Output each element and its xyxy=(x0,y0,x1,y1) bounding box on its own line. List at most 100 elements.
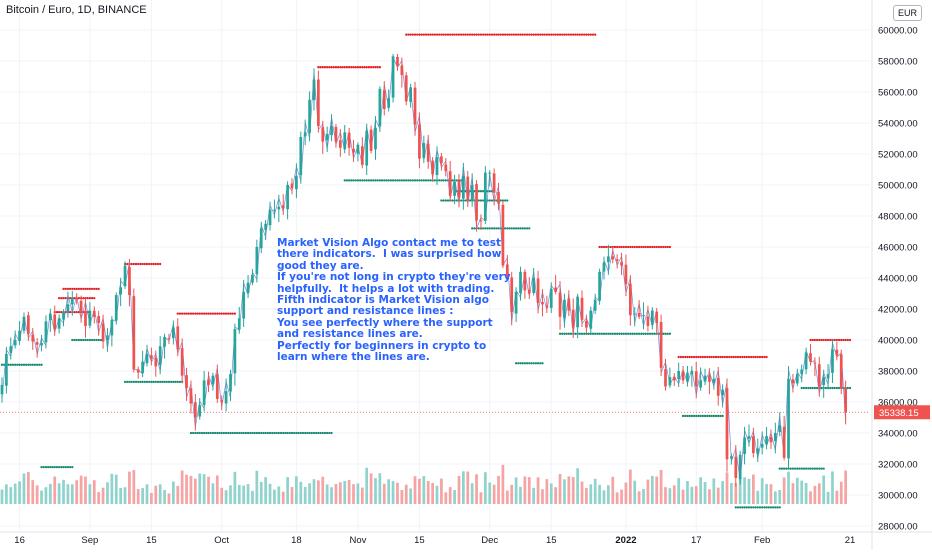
level-dot xyxy=(543,33,546,36)
level-dot xyxy=(55,310,59,314)
level-dot xyxy=(167,380,171,383)
level-dot xyxy=(86,287,89,290)
candle-body xyxy=(185,375,188,389)
volume-bar xyxy=(444,492,448,504)
level-dot xyxy=(275,431,278,435)
candle-body xyxy=(150,355,153,359)
volume-bar xyxy=(5,484,8,504)
level-dot xyxy=(345,66,349,69)
candle-body xyxy=(659,322,663,368)
level-dot xyxy=(481,190,485,193)
level-dot xyxy=(591,332,595,335)
level-dot xyxy=(736,355,740,359)
level-dot xyxy=(402,179,406,182)
level-dot xyxy=(800,467,803,470)
volume-bar xyxy=(655,476,659,504)
volume-bar xyxy=(536,477,540,504)
level-dot xyxy=(209,312,212,315)
candle-body xyxy=(721,389,724,396)
candle-body xyxy=(286,185,289,210)
volume-bar xyxy=(782,477,786,504)
level-dot xyxy=(706,355,709,359)
level-dot xyxy=(501,33,505,36)
level-dot xyxy=(449,33,452,36)
volume-bar xyxy=(277,486,281,504)
candle-body xyxy=(440,156,443,164)
level-dot xyxy=(405,179,408,182)
level-dot xyxy=(25,363,28,366)
price-tick-label: 44000.00 xyxy=(878,274,918,285)
candle-body xyxy=(699,380,703,388)
volume-bar xyxy=(624,482,628,504)
level-dot xyxy=(692,355,696,359)
volume-bar xyxy=(585,487,588,504)
level-dot xyxy=(743,506,746,509)
volume-bar xyxy=(141,488,144,504)
volume-bar xyxy=(580,481,584,504)
volume-bar xyxy=(646,479,650,504)
candle-body xyxy=(558,292,562,317)
volume-bar xyxy=(79,475,83,504)
level-dot xyxy=(95,338,98,342)
level-dot xyxy=(813,386,817,390)
level-dot xyxy=(73,297,76,300)
level-dot xyxy=(765,506,768,509)
level-dot xyxy=(141,262,144,266)
level-dot xyxy=(778,506,781,509)
volume-bar xyxy=(312,479,316,504)
level-dot xyxy=(211,431,215,435)
level-dot xyxy=(163,380,166,383)
level-dot xyxy=(510,227,513,230)
candle-body xyxy=(396,56,399,66)
volume-bar xyxy=(470,483,474,504)
symbol-title[interactable]: Bitcoin / Euro, 1D, BINANCE xyxy=(6,4,147,16)
level-dot xyxy=(424,33,428,36)
volume-bar xyxy=(527,477,531,504)
candle-body xyxy=(303,132,307,137)
volume-bar xyxy=(9,487,13,504)
candle-body xyxy=(598,271,601,301)
level-dot xyxy=(664,245,667,249)
level-dot xyxy=(717,414,720,418)
level-dot xyxy=(356,179,360,182)
candles xyxy=(0,53,848,487)
level-dot xyxy=(79,338,83,342)
volume-bar xyxy=(123,487,127,504)
currency-badge[interactable]: EUR xyxy=(893,5,922,21)
level-dot xyxy=(244,431,248,435)
level-dot xyxy=(587,332,590,335)
level-dot xyxy=(161,380,164,383)
level-dot xyxy=(139,262,142,266)
level-dot xyxy=(624,332,628,335)
level-dot xyxy=(438,179,441,182)
level-dot xyxy=(758,355,762,359)
level-dot xyxy=(752,355,755,359)
level-dot xyxy=(576,33,579,36)
volume-bar xyxy=(681,489,685,504)
level-dot xyxy=(495,33,498,36)
level-dot xyxy=(695,414,698,418)
volume-bar xyxy=(492,484,496,504)
candle-body xyxy=(242,291,246,319)
level-dot xyxy=(84,297,87,300)
volume-bar xyxy=(88,484,92,504)
level-dot xyxy=(629,245,632,249)
level-dot xyxy=(394,179,397,182)
candle-body xyxy=(215,374,219,399)
level-dot xyxy=(82,297,85,300)
level-dot xyxy=(490,199,494,202)
level-dot xyxy=(134,380,138,383)
level-dot xyxy=(185,312,188,315)
volume-bar xyxy=(295,476,298,504)
annotation-line: Market Vision Algo contact me to test xyxy=(277,237,501,249)
volume-bar xyxy=(699,477,703,504)
level-dot xyxy=(833,338,836,342)
level-dot xyxy=(826,338,830,342)
candle-body xyxy=(703,375,707,382)
level-dot xyxy=(207,431,210,435)
level-dot xyxy=(68,287,72,290)
candle-body xyxy=(290,183,294,189)
level-dot xyxy=(460,199,463,202)
